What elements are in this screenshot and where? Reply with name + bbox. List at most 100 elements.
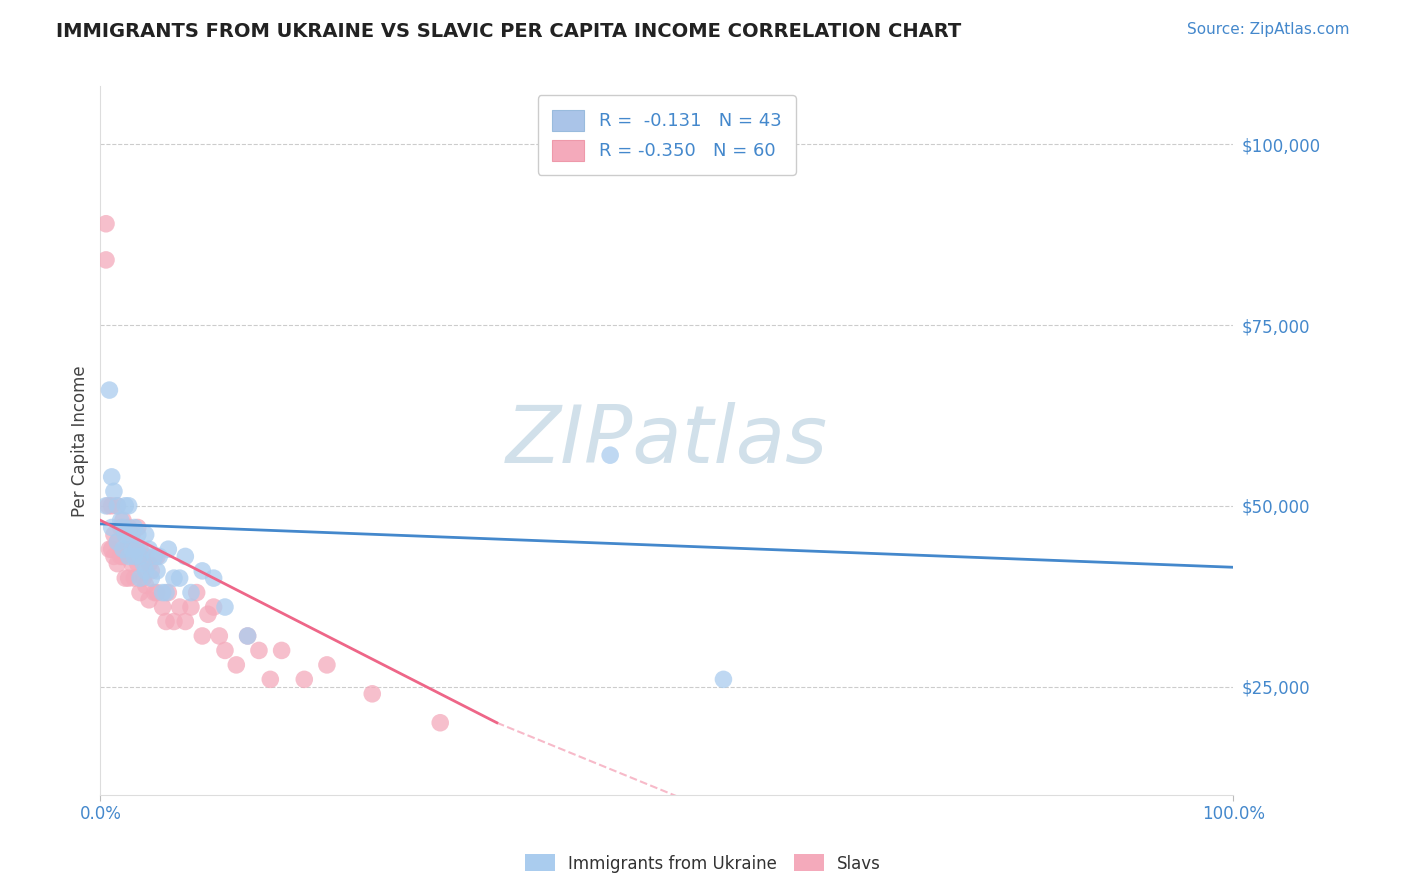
Point (163, 615, 186, 629)
Point (132, 557, 155, 571)
Point (105, 535, 128, 549)
Point (155, 585, 177, 599)
Point (111, 542, 134, 557)
Point (100, 499, 122, 513)
Point (118, 520, 141, 534)
Point (236, 629, 259, 643)
Legend: R =  -0.131   N = 43, R = -0.350   N = 60: R = -0.131 N = 43, R = -0.350 N = 60 (537, 95, 796, 175)
Point (186, 585, 208, 599)
Point (121, 557, 143, 571)
Point (152, 600, 174, 615)
Point (174, 549, 197, 564)
Point (94, 499, 117, 513)
Point (146, 585, 169, 599)
Point (132, 571, 155, 585)
Point (98, 542, 121, 557)
Point (214, 643, 236, 657)
Point (202, 600, 225, 615)
Point (105, 557, 128, 571)
Point (100, 470, 122, 484)
Point (127, 527, 149, 541)
Point (129, 542, 152, 557)
Point (180, 600, 202, 615)
Point (129, 585, 152, 599)
Point (124, 542, 146, 557)
Point (316, 657, 339, 672)
Point (125, 542, 148, 557)
Point (146, 549, 169, 564)
Point (191, 629, 214, 643)
Point (599, 448, 621, 462)
Point (118, 549, 141, 564)
Point (163, 571, 186, 585)
Point (141, 571, 163, 585)
Text: IMMIGRANTS FROM UKRAINE VS SLAVIC PER CAPITA INCOME CORRELATION CHART: IMMIGRANTS FROM UKRAINE VS SLAVIC PER CA… (56, 22, 962, 41)
Point (208, 629, 231, 643)
Point (138, 592, 160, 607)
Point (114, 571, 136, 585)
Point (361, 687, 384, 701)
Point (121, 527, 143, 541)
Point (143, 549, 166, 564)
Point (247, 643, 270, 657)
Point (114, 499, 136, 513)
Point (103, 484, 125, 499)
Point (94, 252, 117, 267)
Point (270, 643, 292, 657)
Point (138, 542, 160, 557)
Point (98, 383, 121, 397)
Point (118, 499, 141, 513)
Point (155, 615, 177, 629)
Point (100, 542, 122, 557)
Point (105, 535, 128, 549)
Point (114, 527, 136, 541)
Point (118, 527, 141, 541)
Point (105, 499, 128, 513)
Point (169, 571, 191, 585)
Point (114, 542, 136, 557)
Point (129, 571, 152, 585)
Text: Source: ZipAtlas.com: Source: ZipAtlas.com (1187, 22, 1350, 37)
Point (259, 673, 281, 687)
Point (124, 520, 146, 534)
Point (121, 542, 143, 557)
Point (214, 600, 236, 615)
Point (138, 557, 160, 571)
Point (100, 520, 122, 534)
Y-axis label: Per Capita Income: Per Capita Income (72, 365, 89, 516)
Point (118, 542, 141, 557)
Point (146, 564, 169, 578)
Point (111, 520, 134, 534)
Point (127, 557, 149, 571)
Point (97, 499, 120, 513)
Point (292, 673, 315, 687)
Point (180, 585, 202, 599)
Point (110, 549, 132, 564)
Point (110, 513, 132, 527)
Point (143, 585, 166, 599)
Point (135, 564, 157, 578)
Point (110, 520, 132, 534)
Point (135, 549, 157, 564)
Point (103, 549, 125, 564)
Point (169, 600, 191, 615)
Point (135, 527, 157, 541)
Point (236, 629, 259, 643)
Point (103, 527, 125, 541)
Point (429, 715, 451, 730)
Text: ZIPatlas: ZIPatlas (506, 401, 828, 480)
Point (125, 549, 148, 564)
Point (118, 571, 141, 585)
Point (129, 549, 152, 564)
Point (157, 542, 180, 557)
Point (202, 571, 225, 585)
Point (127, 520, 149, 534)
Point (111, 513, 134, 527)
Point (152, 585, 174, 599)
Point (94, 217, 117, 231)
Point (148, 549, 170, 564)
Point (197, 607, 219, 622)
Point (141, 564, 163, 578)
Point (713, 673, 735, 687)
Point (225, 657, 247, 672)
